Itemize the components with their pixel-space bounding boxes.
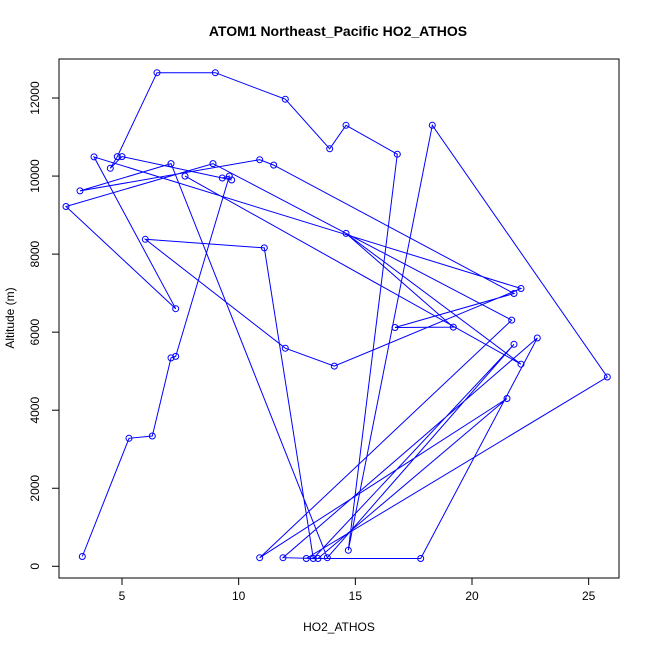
data-point [260,244,268,252]
data-point [76,187,84,195]
data-point [510,340,518,348]
data-point [302,555,310,562]
y-axis: 0 2000 4000 6000 8000 10000 12000 [28,81,60,570]
data-point [106,164,114,172]
data-point [417,555,425,562]
data-point [326,145,334,153]
data-point [449,323,457,331]
data-point [172,352,180,360]
data-point [62,203,70,210]
data-point [270,161,278,169]
data-point [342,121,350,129]
data-point [172,305,180,313]
chart-title: ATOM1 Northeast_Pacific HO2_ATHOS [209,23,467,39]
y-tick-label: 12000 [28,81,42,115]
data-point [118,153,126,161]
data-point [517,360,525,368]
y-tick-label: 10000 [28,159,42,193]
data-point [330,362,338,370]
series-line [65,72,609,560]
data-point [323,554,331,562]
data-point [314,555,322,562]
data-point [218,174,226,182]
series-points [62,69,611,562]
data-point [153,69,161,77]
y-tick-label: 2000 [28,475,42,502]
data-point [141,235,149,243]
data-point [78,553,86,560]
data-point [517,285,525,292]
x-tick-label: 5 [119,589,126,603]
data-point [342,229,350,237]
x-tick-label: 15 [349,589,363,603]
data-point [533,334,541,342]
data-point [508,316,516,324]
plot-frame [58,58,620,579]
data-point [125,434,133,442]
y-tick-label: 0 [28,563,42,570]
data-point [281,344,289,352]
series-lines [65,72,609,560]
y-tick-label: 6000 [28,318,42,345]
data-point [167,160,175,168]
y-tick-label: 4000 [28,397,42,424]
data-point [510,290,518,297]
data-point [211,69,219,77]
data-point [393,150,401,158]
x-tick-label: 20 [465,589,479,603]
x-tick-label: 10 [232,589,246,603]
data-point [228,176,236,184]
data-point [428,121,436,129]
data-point [391,324,399,331]
x-tick-label: 25 [582,589,596,603]
x-axis-label: HO2_ATHOS [303,620,375,634]
data-point [90,153,98,161]
data-point [148,432,156,440]
data-point [344,546,352,554]
y-tick-label: 8000 [28,240,42,267]
data-point [281,95,289,103]
y-axis-label: Altitude (m) [3,287,17,348]
data-point [181,172,189,180]
data-point [167,354,175,362]
data-point [503,395,511,402]
data-point [256,156,264,164]
data-point [603,373,611,381]
data-point [256,554,264,562]
data-point [279,554,287,562]
data-point [113,153,121,161]
data-point [209,160,217,168]
data-point [309,555,317,562]
x-axis: 5 10 15 20 25 [119,577,596,603]
